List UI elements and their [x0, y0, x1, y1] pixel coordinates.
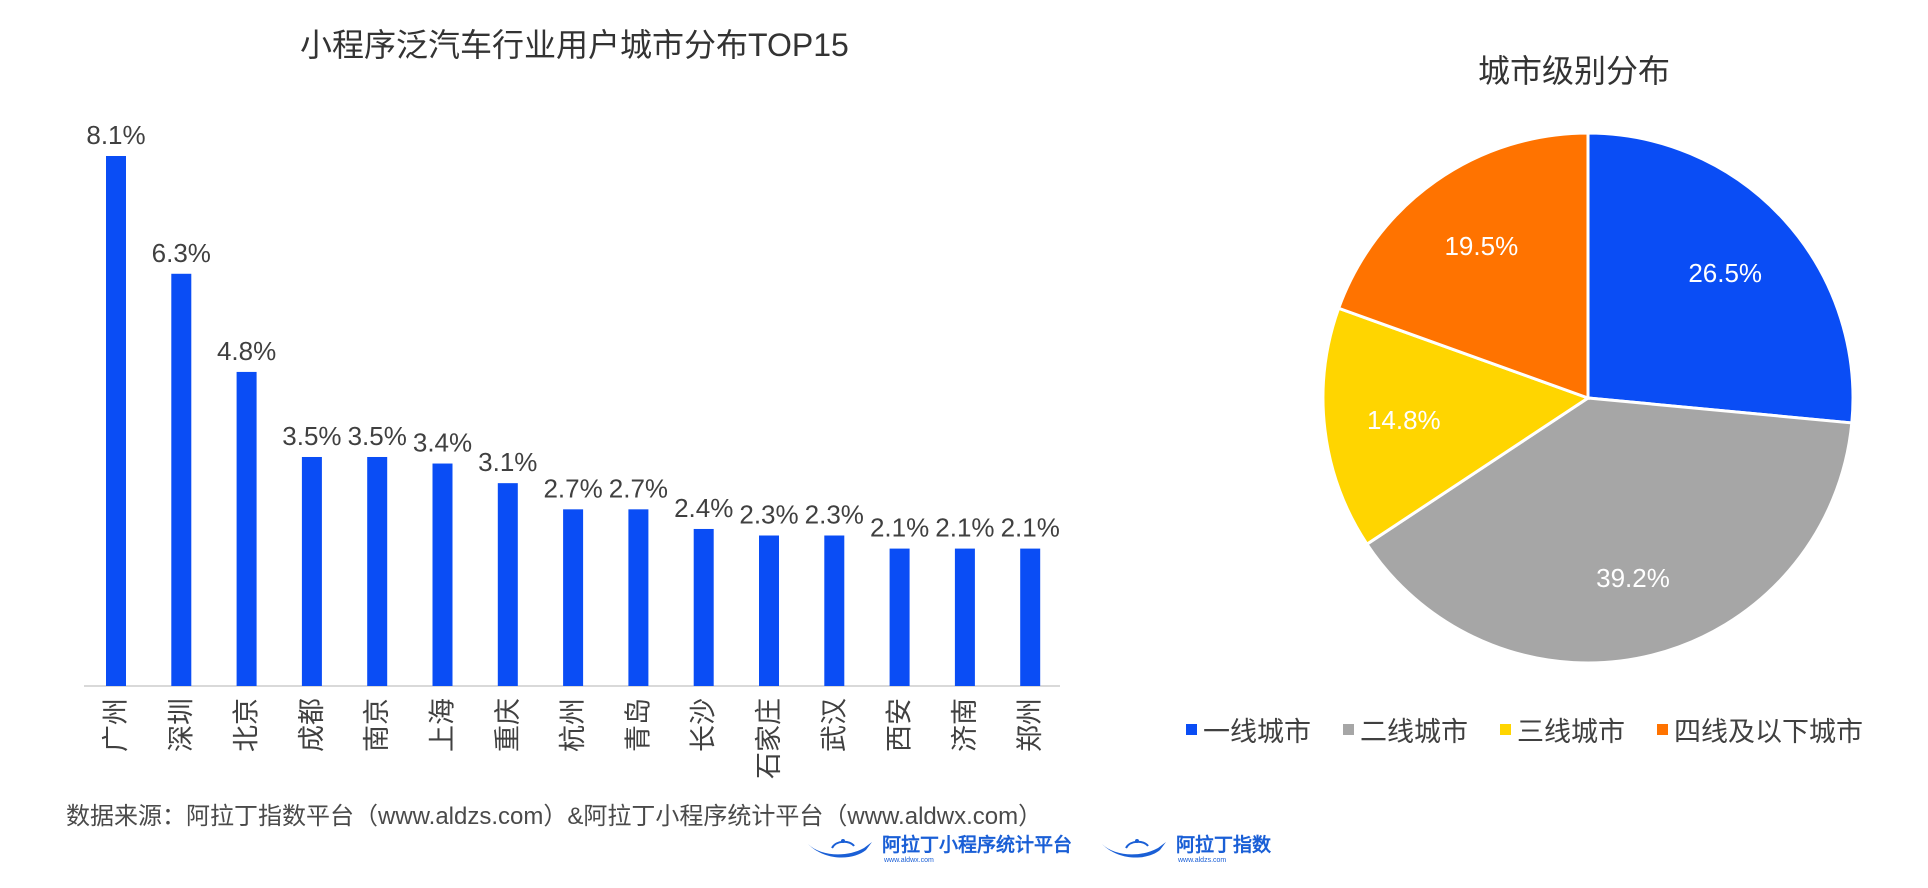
pie-value-label: 26.5%: [1688, 258, 1762, 288]
bar-北京: [236, 371, 257, 686]
pie-chart-title: 城市级别分布: [1478, 53, 1671, 89]
x-tick-label: 上海: [428, 698, 458, 752]
x-tick-label: 深圳: [166, 698, 196, 752]
legend-swatch-tier1: [1186, 724, 1197, 735]
pie-legend: 一线城市 二线城市 三线城市 四线及以下城市: [1186, 710, 1863, 749]
legend-swatch-tier3: [1500, 724, 1511, 735]
x-tick-label: 石家庄: [754, 698, 784, 779]
aldwx-logo-url: www.aldwx.com: [884, 857, 934, 864]
pie-slice-一线城市: [1586, 131, 1855, 425]
legend-swatch-tier4: [1657, 724, 1668, 735]
bar-value-label: 2.1%: [1001, 513, 1060, 543]
x-tick-label: 杭州: [558, 698, 588, 752]
x-tick-label: 重庆: [493, 698, 523, 752]
lamp-icon: [808, 839, 872, 858]
bar-西安: [889, 548, 910, 686]
x-tick-label: 成都: [297, 698, 327, 752]
bar-value-label: 4.8%: [217, 336, 276, 366]
bar-value-label: 6.3%: [152, 238, 211, 268]
bar-value-label: 3.5%: [348, 421, 407, 451]
x-tick-label: 南京: [362, 698, 392, 752]
bar-value-label: 8.1%: [86, 120, 145, 150]
bar-上海: [432, 463, 453, 686]
pie-value-label: 39.2%: [1596, 563, 1670, 593]
bar-value-label: 3.5%: [282, 421, 341, 451]
bar-value-label: 2.7%: [543, 473, 602, 503]
bar-青岛: [628, 509, 649, 686]
legend-item-tier2: 二线城市: [1343, 710, 1468, 749]
aldzs-logo: 阿拉丁指数 www.aldzs.com: [1100, 836, 1271, 865]
legend-label-tier4: 四线及以下城市: [1674, 717, 1863, 747]
aldzs-logo-url: www.aldzs.com: [1178, 857, 1227, 864]
legend-swatch-tier2: [1343, 724, 1354, 735]
x-tick-label: 西安: [885, 698, 915, 752]
aldwx-logo-name: 阿拉丁小程序统计平台: [882, 835, 1073, 856]
pie-value-label: 19.5%: [1444, 231, 1518, 261]
bar-长沙: [693, 528, 714, 686]
bar-南京: [367, 456, 388, 686]
aldzs-logo-name: 阿拉丁指数: [1176, 835, 1272, 856]
bar-杭州: [563, 509, 584, 686]
x-tick-label: 济南: [950, 698, 980, 752]
bar-chart-title: 小程序泛汽车行业用户城市分布TOP15: [300, 27, 849, 63]
bar-value-label: 2.4%: [674, 493, 733, 523]
bar-value-label: 2.7%: [609, 473, 668, 503]
legend-label-tier3: 三线城市: [1517, 717, 1625, 747]
pie-value-label: 14.8%: [1367, 405, 1441, 435]
bar-value-label: 2.1%: [870, 513, 929, 543]
legend-item-tier1: 一线城市: [1186, 710, 1311, 749]
bar-石家庄: [759, 535, 779, 686]
data-source-note: 数据来源：阿拉丁指数平台（www.aldzs.com）&阿拉丁小程序统计平台（w…: [66, 803, 1043, 830]
bar-武汉: [824, 535, 845, 686]
bar-chart: 8.1% 广州 6.3% 深圳 4.8% 北京 3.5% 成都 3.5% 南京 3.4% 上海 3.1%…: [84, 120, 1060, 779]
x-tick-label: 广州: [101, 698, 131, 752]
x-tick-label: 北京: [232, 698, 262, 752]
legend-label-tier1: 一线城市: [1203, 717, 1311, 747]
x-tick-label: 青岛: [623, 698, 653, 752]
bar-成都: [301, 456, 322, 686]
aldwx-logo: 阿拉丁小程序统计平台 www.aldwx.com: [806, 836, 1072, 865]
legend-item-tier4: 四线及以下城市: [1657, 710, 1863, 749]
pie-slice-二线城市: [1364, 396, 1854, 665]
bar-重庆: [497, 483, 518, 686]
legend-label-tier2: 二线城市: [1360, 717, 1468, 747]
x-tick-label: 武汉: [819, 698, 849, 752]
bar-广州: [106, 156, 126, 686]
x-tick-label: 郑州: [1015, 698, 1045, 752]
pie-slice-四线及以下城市: [1336, 131, 1590, 401]
bar-value-label: 3.1%: [478, 447, 537, 477]
bar-济南: [954, 548, 975, 686]
legend-item-tier3: 三线城市: [1500, 710, 1625, 749]
x-tick-label: 长沙: [689, 698, 719, 752]
lamp-icon: [1102, 839, 1166, 858]
bar-深圳: [171, 273, 192, 686]
bar-value-label: 2.3%: [739, 500, 798, 530]
bar-value-label: 2.3%: [805, 500, 864, 530]
bar-郑州: [1020, 548, 1041, 686]
bar-value-label: 2.1%: [935, 513, 994, 543]
bar-value-label: 3.4%: [413, 428, 472, 458]
pie-slice-三线城市: [1321, 306, 1592, 547]
